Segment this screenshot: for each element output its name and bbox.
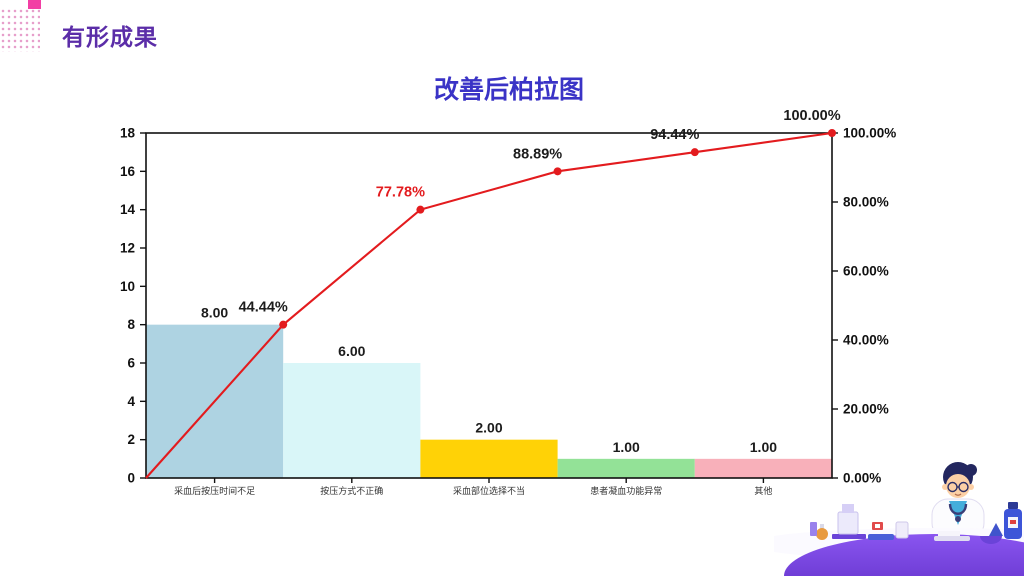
- x-category-label: 患者凝血功能异常: [590, 485, 662, 496]
- bottle-cap: [1008, 502, 1018, 509]
- left-tick-label: 6: [127, 356, 135, 371]
- left-tick-label: 4: [127, 394, 135, 409]
- cumulative-line: [145, 131, 833, 479]
- cumulative-marker: [690, 148, 699, 157]
- left-tick-label: 10: [120, 279, 135, 294]
- left-tick-label: 2: [127, 432, 135, 447]
- chart-title: 改善后柏拉图: [433, 76, 585, 104]
- right-tick-label: 80.00%: [843, 195, 889, 210]
- bar-2: [420, 439, 558, 478]
- bar-value-label: 6.00: [338, 343, 365, 359]
- doctor: [931, 462, 985, 540]
- red-box-label: [875, 524, 880, 528]
- right-tick-label: 100.00%: [843, 126, 896, 141]
- stethoscope-chestpiece: [955, 516, 961, 522]
- left-tick-label: 16: [120, 164, 136, 179]
- lab-machine: [837, 511, 859, 535]
- desk-items: [810, 502, 1022, 544]
- cumulative-marker: [828, 129, 836, 137]
- cumulative-percent-label: 94.44%: [650, 127, 699, 143]
- doctor-face: [946, 474, 970, 498]
- pink-square-decoration: [28, 0, 41, 9]
- small-bottle: [810, 522, 817, 536]
- clipboard-paper: [938, 531, 960, 536]
- dot-grid-decoration: [0, 8, 40, 52]
- doctor-illustration: [774, 462, 1024, 576]
- bottle-label-mark: [1010, 520, 1016, 524]
- x-category-label: 采血后按压时间不足: [174, 485, 255, 496]
- stethoscope-icon: [948, 503, 968, 515]
- bar-3: [557, 458, 695, 478]
- doctor-hair-quiff: [965, 464, 977, 476]
- clipboard: [934, 536, 970, 541]
- bar-value-label: 1.00: [750, 439, 777, 455]
- bar-1: [283, 363, 421, 478]
- cumulative-percent-label: 100.00%: [783, 108, 840, 124]
- bar-value-label: 2.00: [475, 420, 502, 436]
- bar-4: [694, 458, 832, 478]
- left-tick-label: 12: [120, 241, 135, 256]
- bar-value-label: 8.00: [201, 305, 228, 321]
- left-tick-label: 0: [127, 471, 135, 486]
- x-category-label: 按压方式不正确: [320, 485, 383, 496]
- purple-bowl: [980, 536, 1002, 544]
- blue-cone: [989, 523, 1003, 536]
- page-title: 有形成果: [62, 24, 158, 50]
- flask-neck: [820, 524, 824, 530]
- doctor-smile: [954, 493, 962, 496]
- cumulative-percent-label: 44.44%: [239, 300, 288, 316]
- pareto-chart: 0 2 4 6 8 10 12 14 16 18 0.00% 20.00% 40.00% 60.00% 80…: [120, 108, 896, 496]
- x-category-label: 其他: [754, 485, 772, 496]
- desk-front: [784, 534, 1024, 576]
- cumulative-marker: [279, 320, 288, 329]
- cumulative-marker: [553, 167, 562, 176]
- left-tick-label: 18: [120, 126, 136, 141]
- right-tick-label: 40.00%: [843, 333, 889, 348]
- lab-machine-top: [842, 504, 854, 513]
- cumulative-marker: [416, 205, 425, 214]
- right-tick-label: 20.00%: [843, 402, 889, 417]
- amber-flask: [816, 528, 828, 540]
- equipment-base: [832, 534, 866, 539]
- left-tick-label: 14: [120, 202, 136, 217]
- right-tick-label: 0.00%: [843, 471, 881, 486]
- blue-tray: [868, 534, 894, 540]
- right-tick-label: 60.00%: [843, 264, 889, 279]
- cumulative-percent-label: 77.78%: [376, 185, 425, 201]
- cumulative-percent-label: 88.89%: [513, 146, 562, 162]
- bar-value-label: 1.00: [613, 439, 640, 455]
- x-category-label: 采血部位选择不当: [453, 485, 525, 496]
- white-jar: [895, 521, 909, 539]
- left-tick-label: 8: [127, 317, 135, 332]
